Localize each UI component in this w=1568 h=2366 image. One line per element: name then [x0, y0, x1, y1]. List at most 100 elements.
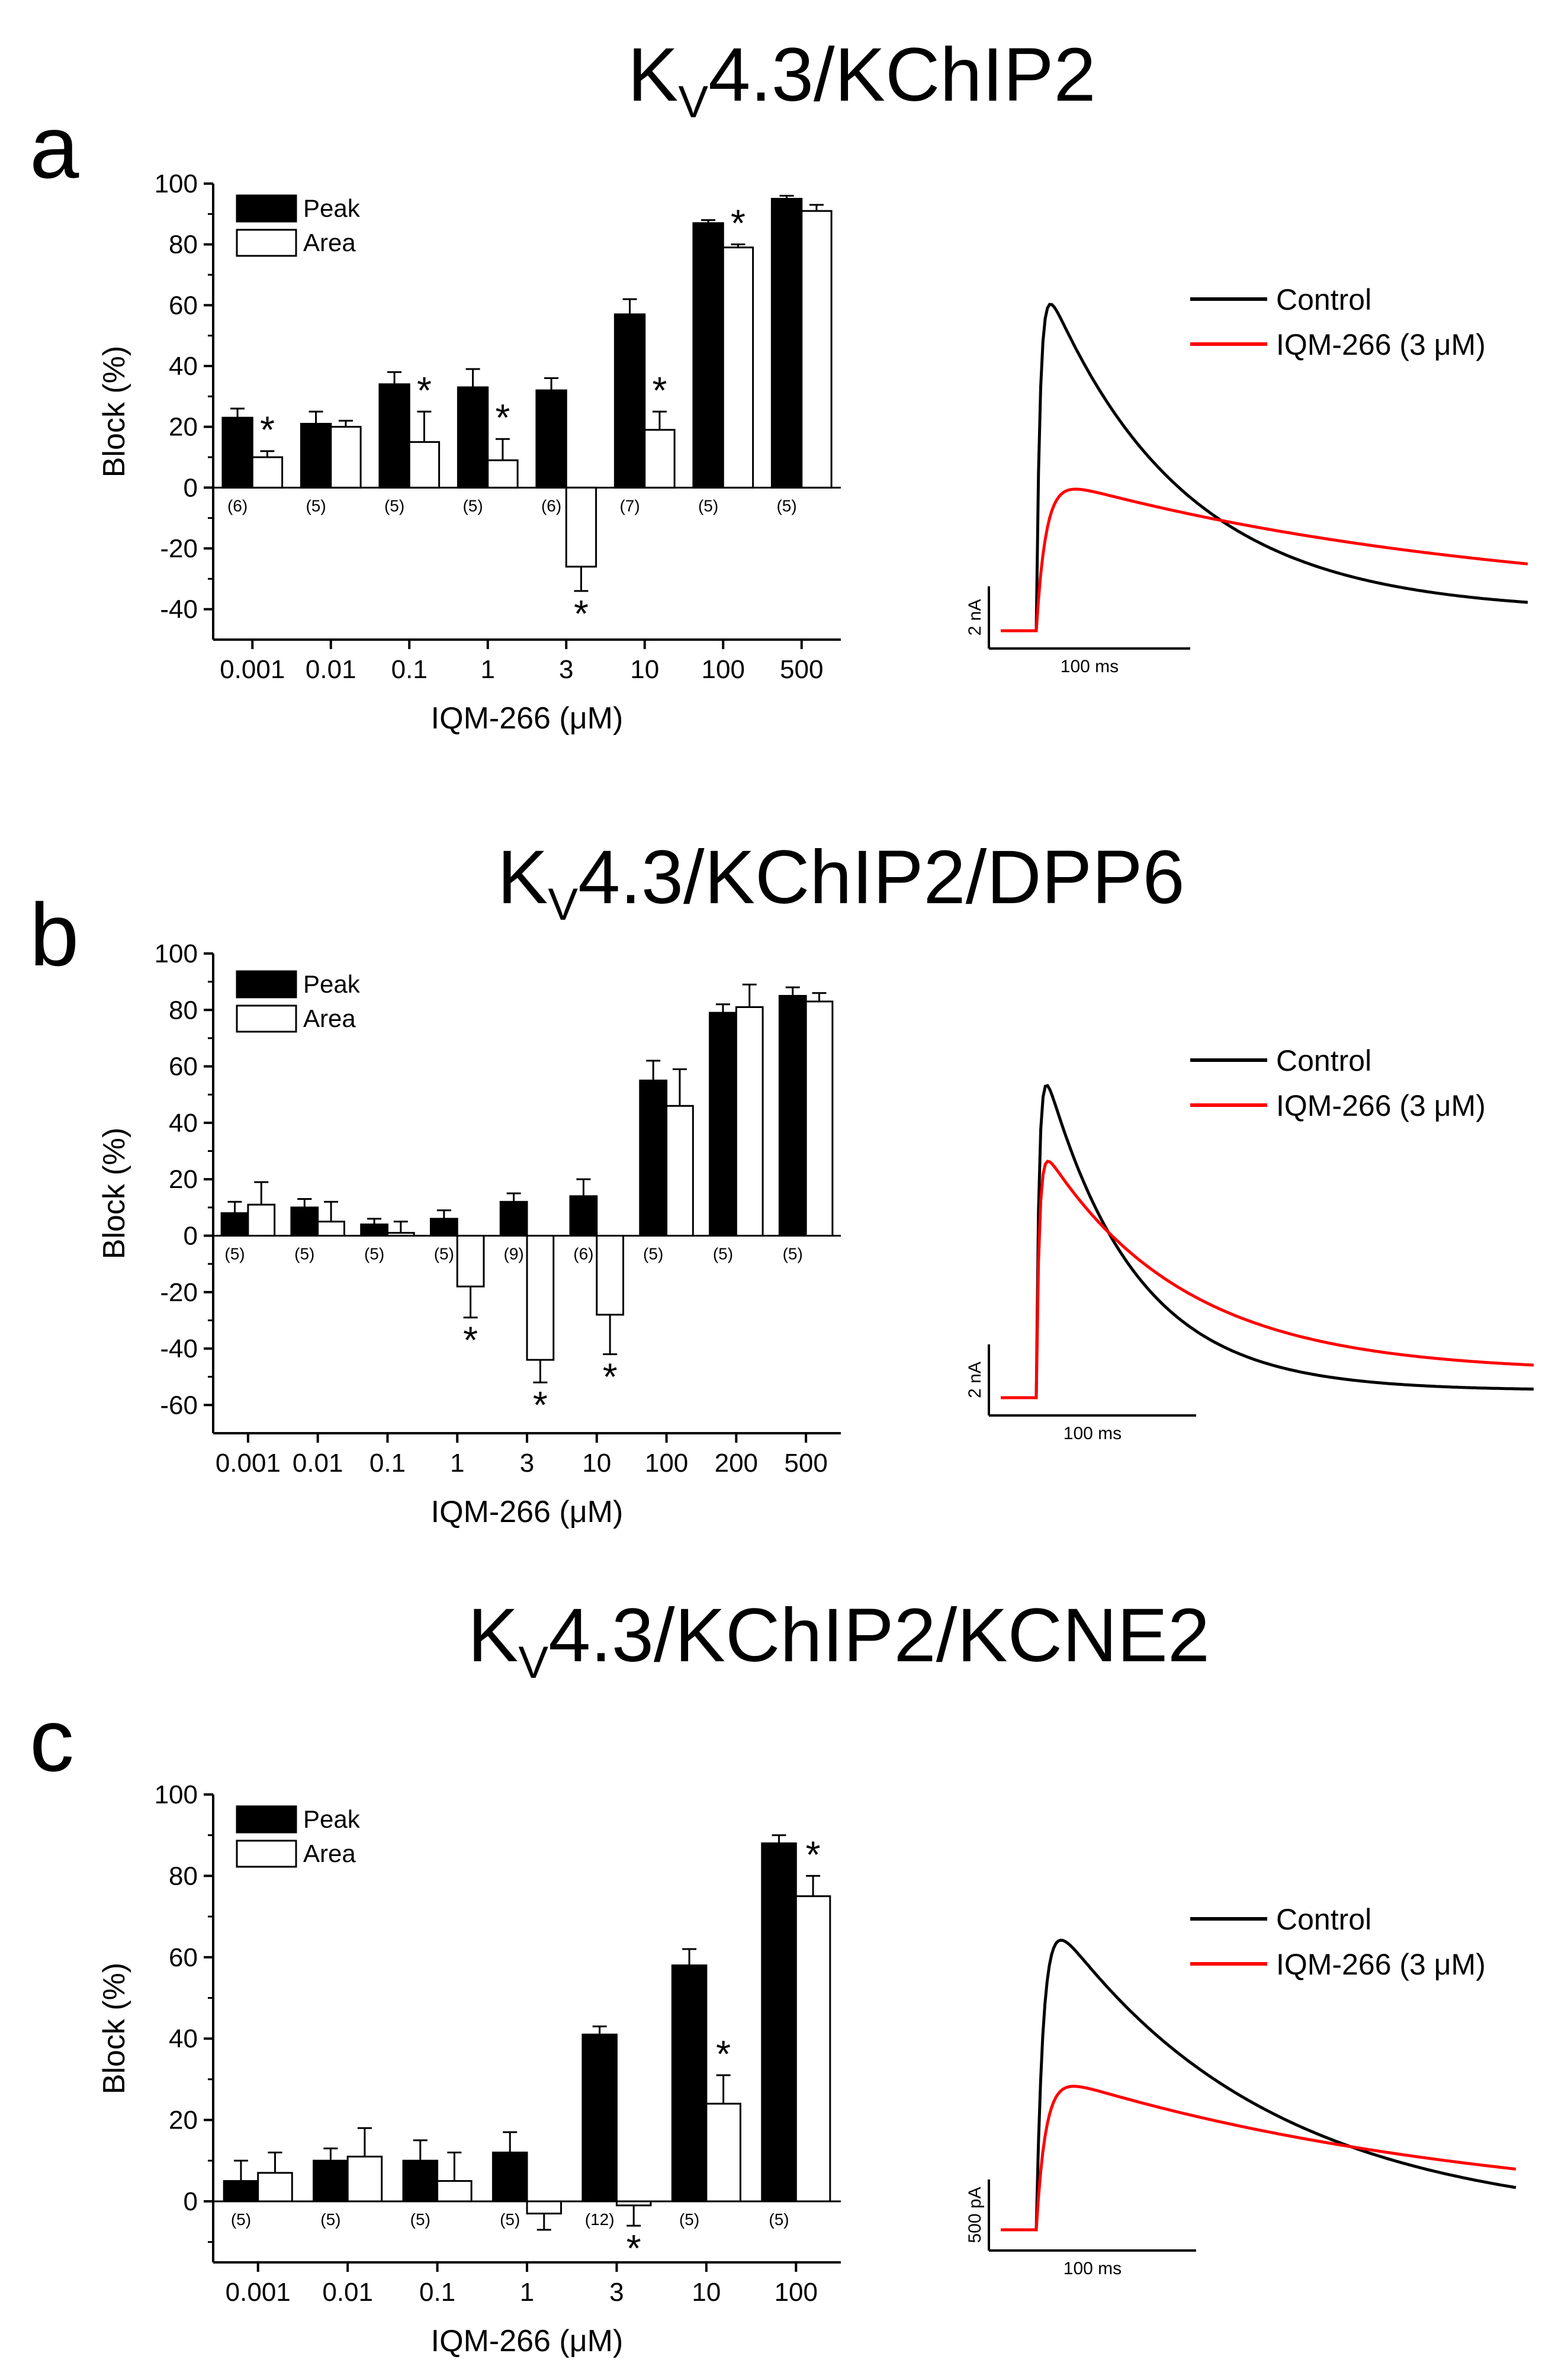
x-tick-label: 0.001 — [220, 655, 285, 684]
trace-drug — [1001, 2085, 1516, 2232]
y-tick-label: 20 — [169, 1165, 198, 1194]
bar-peak — [429, 1218, 458, 1237]
y-axis-label: Block (%) — [97, 346, 131, 477]
y-tick-label: 20 — [169, 413, 198, 442]
bar-peak — [581, 2033, 618, 2203]
current-traces: 2 nA 100 ms Control IQM-266 (3 μM) — [965, 283, 1528, 676]
bar-area — [408, 441, 441, 489]
x-axis-label: IQM-266 (μM) — [431, 701, 624, 736]
x-tick-label: 10 — [630, 655, 659, 684]
y-tick-label: 40 — [169, 1109, 198, 1138]
bar-chart: -40 -20 0 20 40 60 80 100 IQM-266 (μM) Block (%) 0… — [97, 169, 841, 736]
x-tick-label: 1 — [450, 1449, 464, 1478]
y-tick-label: -20 — [160, 1278, 198, 1307]
x-tick-label: 500 — [784, 1449, 827, 1478]
n-label: (5) — [769, 2210, 789, 2229]
x-tick-label: 0.01 — [322, 2278, 373, 2307]
y-tick-label: 80 — [169, 230, 198, 259]
bar-area — [526, 2200, 563, 2215]
scale-label-x: 100 ms — [1061, 657, 1119, 676]
legend-label-peak: Peak — [303, 970, 361, 998]
legend-label-area: Area — [303, 229, 356, 256]
n-label: (7) — [619, 496, 640, 515]
x-tick-label: 3 — [609, 2278, 624, 2307]
x-tick-label: 0.1 — [391, 655, 428, 684]
legend-swatch-area — [236, 1004, 297, 1033]
chart-legend: Peak Area — [236, 1805, 361, 1868]
trace-legend-label: Control — [1276, 1903, 1371, 1936]
bar-peak — [778, 994, 807, 1237]
y-tick-label: 100 — [155, 1780, 198, 1809]
bar-area — [722, 246, 754, 489]
bar-peak — [569, 1195, 598, 1237]
bar-area — [346, 2155, 383, 2203]
x-tick-label: 0.1 — [419, 2278, 455, 2307]
significance-star: * — [731, 202, 746, 245]
bar-peak — [692, 222, 724, 489]
y-tick-label: -40 — [160, 1334, 198, 1363]
bar-area — [386, 1232, 415, 1237]
bar-peak — [639, 1079, 668, 1237]
current-traces: 2 nA 100 ms Control IQM-266 (3 μM) — [965, 1044, 1534, 1443]
legend-swatch-peak — [236, 1805, 297, 1834]
trace-legend-label: IQM-266 (3 μM) — [1276, 1089, 1486, 1122]
scale-label-y: 2 nA — [965, 599, 985, 636]
y-tick-label: 60 — [169, 291, 198, 320]
significance-star: * — [260, 409, 275, 451]
bar-peak — [221, 416, 253, 489]
x-tick-label: 200 — [715, 1449, 758, 1478]
panel-title: KV4.3/KChIP2/KCNE2 — [468, 1593, 1210, 1688]
x-tick-label: 0.001 — [216, 1449, 281, 1478]
trace-control — [1001, 1938, 1516, 2232]
n-label: (5) — [364, 1244, 384, 1263]
bar-chart: -60 -40 -20 0 20 40 60 80 100 IQM-266 (μM) Block (… — [97, 939, 841, 1529]
y-tick-label: 60 — [169, 1943, 198, 1972]
y-tick-label: -20 — [160, 534, 198, 563]
legend-label-peak: Peak — [303, 194, 361, 222]
y-axis-label: Block (%) — [97, 1963, 131, 2094]
bar-area — [526, 1234, 555, 1361]
scale-label-x: 100 ms — [1063, 1424, 1122, 1443]
panel-a: a KV4.3/KChIP2 -40 -20 0 20 40 60 80 100 IQM-266 (… — [30, 33, 1528, 736]
bar-peak — [360, 1223, 388, 1237]
significance-star: * — [806, 1833, 821, 1876]
n-label: (5) — [384, 496, 404, 515]
bar-peak — [761, 1842, 797, 2203]
bar-area — [735, 1006, 764, 1237]
significance-star: * — [652, 369, 667, 412]
significance-star: * — [417, 369, 432, 412]
y-tick-label: 20 — [169, 2106, 198, 2135]
legend-swatch-area — [236, 1839, 297, 1868]
bar-area — [565, 486, 597, 568]
bar-peak — [613, 313, 646, 489]
current-traces: 500 pA 100 ms Control IQM-266 (3 μM) — [965, 1903, 1516, 2278]
n-label: (5) — [434, 1244, 454, 1263]
significance-star: * — [533, 1383, 548, 1426]
y-tick-label: 80 — [169, 996, 198, 1025]
y-tick-label: 0 — [184, 473, 198, 502]
n-label: (5) — [713, 1244, 733, 1263]
significance-star: * — [574, 592, 589, 635]
scale-label-x: 100 ms — [1063, 2259, 1122, 2278]
bar-peak — [499, 1200, 528, 1237]
bar-peak — [220, 1212, 249, 1237]
x-tick-label: 1 — [481, 655, 495, 684]
bar-peak — [770, 198, 803, 489]
panel-letter: b — [30, 885, 79, 984]
y-tick-label: 80 — [169, 1861, 198, 1890]
x-tick-label: 0.001 — [226, 2278, 291, 2307]
n-label: (5) — [294, 1244, 314, 1263]
n-label: (5) — [231, 2210, 251, 2229]
bar-area — [615, 2200, 652, 2207]
x-tick-label: 0.1 — [369, 1449, 406, 1478]
bar-peak — [457, 386, 489, 489]
panel-letter: a — [30, 97, 79, 197]
x-tick-label: 0.01 — [293, 1449, 343, 1478]
x-tick-label: 100 — [702, 655, 745, 684]
chart-legend: Peak Area — [236, 194, 361, 257]
y-tick-label: 100 — [155, 939, 198, 968]
bar-area — [456, 1234, 485, 1288]
n-label: (6) — [227, 496, 248, 515]
panel-title: KV4.3/KChIP2/DPP6 — [497, 835, 1185, 930]
trace-legend-label: IQM-266 (3 μM) — [1276, 328, 1486, 361]
